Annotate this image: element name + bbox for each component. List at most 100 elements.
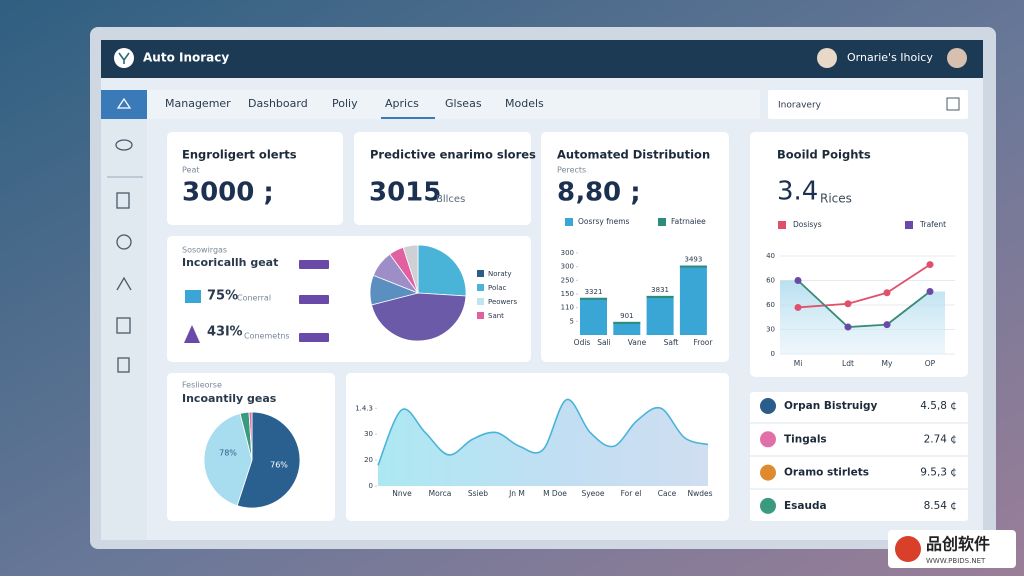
pie-slice [236, 411, 301, 509]
card-caption: Sosowirgas [182, 246, 227, 255]
icon-file[interactable] [117, 357, 130, 373]
badge [299, 295, 329, 304]
nav-item[interactable]: Dashboard [248, 97, 308, 110]
y-tick-label: 0 [369, 482, 373, 490]
card-title: Incoantily geas [182, 392, 277, 405]
x-tick-label: Nwdes [687, 489, 712, 498]
icon-chart[interactable] [116, 276, 132, 291]
nav-item[interactable]: Glseas [445, 97, 482, 110]
y-tick-label: 30 [766, 326, 775, 334]
legend-swatch [905, 221, 913, 229]
point [844, 323, 852, 331]
pie-slice [402, 244, 419, 294]
stat-icon [185, 290, 201, 303]
line [797, 279, 931, 328]
icon-cloud[interactable] [115, 139, 133, 151]
search-icon[interactable] [946, 97, 960, 111]
stat-label: Conerral [237, 294, 271, 303]
badge [299, 260, 329, 269]
card [354, 132, 531, 225]
y-tick-label: 300 [561, 263, 574, 271]
watermark-url: WWW.PBIDS.NET [926, 557, 986, 565]
nav-home[interactable] [101, 90, 147, 119]
x-tick-label: Mi [794, 359, 803, 368]
y-tick-label: 0 [771, 350, 775, 358]
brand: Auto Inoracy [143, 51, 229, 65]
legend-label: Sant [488, 312, 504, 320]
bar [646, 295, 674, 335]
card-subtitle: Peat [182, 166, 200, 175]
card-title: Incoricallh geat [182, 256, 278, 269]
icon-shield[interactable] [116, 234, 132, 250]
profile-avatar[interactable] [947, 48, 967, 68]
x-tick-label: Saft [664, 338, 679, 347]
card [167, 132, 343, 225]
nav-item[interactable]: Aprics [385, 97, 419, 110]
area-fill [780, 280, 945, 354]
row-value: 4.5,8 ¢ [920, 400, 957, 412]
x-tick-label: Jn M [508, 489, 525, 498]
card-unit: Rices [820, 192, 852, 206]
row-name[interactable]: Oramo stirlets [784, 467, 869, 479]
legend-swatch [477, 312, 484, 319]
nav-item[interactable]: Models [505, 97, 544, 110]
nav-bar [101, 90, 760, 119]
pie-slice [203, 413, 253, 507]
legend-label: Trafent [919, 220, 946, 229]
stat-label: Conemetns [244, 332, 290, 341]
watermark [888, 530, 1016, 568]
row-value: 2.74 ¢ [924, 433, 957, 445]
y-tick-label: 30 [364, 430, 373, 438]
row-name[interactable]: Orpan Bistruigy [784, 400, 877, 412]
bar-cap [679, 265, 707, 268]
stat-value: 43l% [207, 325, 243, 340]
x-tick-label: M Doe [543, 489, 567, 498]
card-title: Predictive enarimo slores [370, 148, 536, 162]
search-box[interactable] [768, 90, 968, 119]
card-value: 3.4 [777, 177, 818, 207]
nav-item[interactable]: Poliy [332, 97, 358, 110]
card-value: 3000 ; [182, 178, 274, 208]
y-tick-label: 40 [766, 252, 775, 260]
x-tick-label: Ldt [842, 359, 854, 368]
legend-swatch [565, 218, 573, 226]
x-tick-label: Froor [694, 338, 714, 347]
y-tick-label: 5 [570, 317, 574, 325]
x-tick-label: Cace [658, 489, 677, 498]
legend-label: Peowers [488, 298, 517, 306]
bar-cap [580, 297, 607, 300]
user-name[interactable]: Ornarie's Ihoicy [847, 51, 933, 64]
legend-swatch [477, 284, 484, 291]
x-tick-label: Ssieb [468, 489, 488, 498]
row-value: 9.5,3 ¢ [920, 467, 957, 479]
point [844, 300, 852, 308]
x-tick-label: OP [925, 359, 936, 368]
x-tick-label: For el [621, 489, 642, 498]
card-subtitle: Perects [557, 166, 586, 175]
icon-doc[interactable] [116, 192, 130, 209]
search-text[interactable]: Inoravery [778, 101, 822, 111]
row-avatar [760, 497, 776, 514]
logo-mark [118, 52, 130, 64]
bar [613, 321, 641, 335]
card-caption: Feslieorse [182, 381, 222, 390]
point [883, 289, 891, 297]
y-tick-label: 250 [561, 276, 574, 284]
stat-icon [184, 325, 200, 343]
nav-item[interactable]: Managemer [165, 97, 231, 110]
row-avatar [760, 431, 776, 448]
card-title: Booild Poights [777, 148, 871, 162]
user-avatar[interactable] [817, 48, 837, 68]
x-tick-label: Odis [574, 338, 591, 347]
point [883, 321, 891, 329]
line [797, 263, 931, 309]
row-name[interactable]: Esauda [784, 500, 827, 512]
row-name[interactable]: Tingals [784, 433, 827, 445]
card-title: Engroligert olerts [182, 148, 297, 162]
x-tick-label: Morca [429, 489, 452, 498]
y-tick-label: 60 [766, 277, 775, 285]
y-tick-label: 300 [561, 249, 574, 257]
icon-report[interactable] [116, 317, 131, 334]
